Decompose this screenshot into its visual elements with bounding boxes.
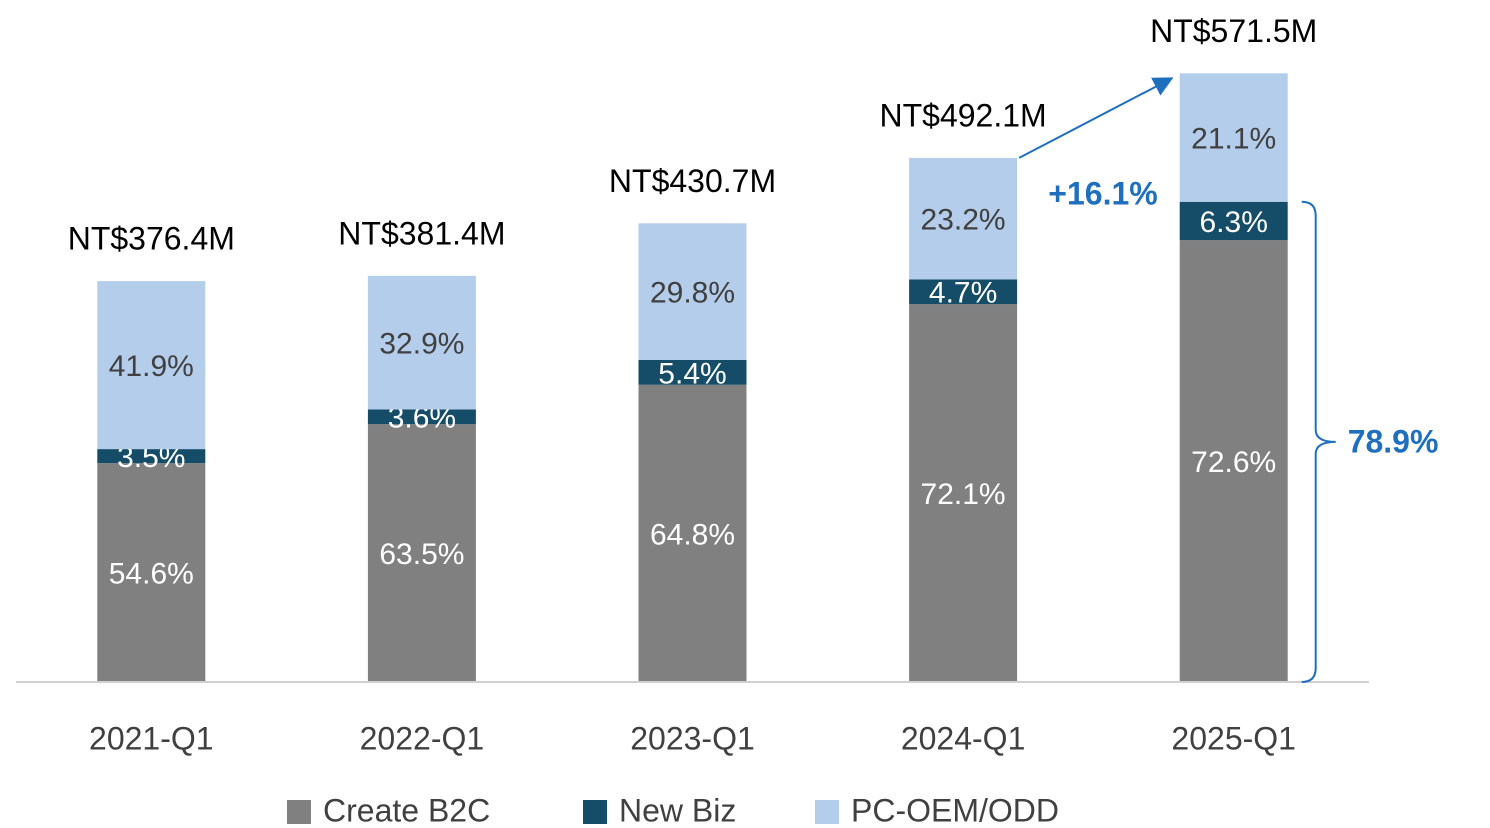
- segment-label: 72.6%: [1191, 446, 1276, 479]
- bar-segment: [1179, 73, 1288, 202]
- share-label: 78.9%: [1348, 423, 1439, 459]
- segment-label: 29.8%: [650, 277, 735, 310]
- bar-segment: [1179, 201, 1288, 241]
- segment-label: 6.3%: [1200, 206, 1268, 239]
- x-tick-label: 2023-Q1: [630, 720, 755, 756]
- segment-label: 63.5%: [379, 538, 464, 571]
- x-tick-label: 2021-Q1: [89, 720, 214, 756]
- bar-segment: [367, 275, 476, 410]
- segment-label: 4.7%: [929, 277, 997, 310]
- total-label: NT$376.4M: [68, 221, 235, 257]
- bar-segment: [638, 384, 747, 682]
- growth-arrow: [1018, 77, 1174, 159]
- legend-swatch: [815, 800, 839, 824]
- growth-label: +16.1%: [1048, 175, 1157, 211]
- x-tick-label: 2022-Q1: [360, 720, 485, 756]
- bar-segment: [909, 157, 1018, 280]
- x-tick-label: 2025-Q1: [1171, 720, 1296, 756]
- segment-label: 54.6%: [109, 557, 194, 590]
- total-label: NT$571.5M: [1150, 13, 1317, 49]
- total-label: NT$492.1M: [880, 97, 1047, 133]
- bar-segment: [367, 409, 476, 425]
- total-label: NT$430.7M: [609, 163, 776, 199]
- brace: [1301, 200, 1336, 683]
- segment-label: 32.9%: [379, 328, 464, 361]
- total-label: NT$381.4M: [338, 215, 505, 251]
- bar-segment: [909, 304, 1018, 682]
- bar-segment: [97, 463, 206, 682]
- bar-segment: [909, 279, 1018, 305]
- legend-label: Create B2C: [323, 792, 490, 828]
- segment-label: 64.8%: [650, 518, 735, 551]
- bar-segment: [367, 424, 476, 682]
- legend-label: New Biz: [619, 792, 736, 828]
- bar-segment: [1179, 240, 1288, 682]
- bar-segment: [97, 281, 206, 450]
- bar-segment: [97, 449, 206, 464]
- segment-label: 21.1%: [1191, 122, 1276, 155]
- segment-label: 23.2%: [921, 204, 1006, 237]
- x-tick-label: 2024-Q1: [901, 720, 1026, 756]
- segment-label: 5.4%: [658, 357, 726, 390]
- segment-label: 72.1%: [921, 478, 1006, 511]
- bar-segment: [638, 223, 747, 360]
- legend-label: PC-OEM/ODD: [851, 792, 1059, 828]
- legend-swatch: [583, 800, 607, 824]
- bar-segment: [638, 359, 747, 385]
- segment-label: 41.9%: [109, 350, 194, 383]
- legend-swatch: [287, 800, 311, 824]
